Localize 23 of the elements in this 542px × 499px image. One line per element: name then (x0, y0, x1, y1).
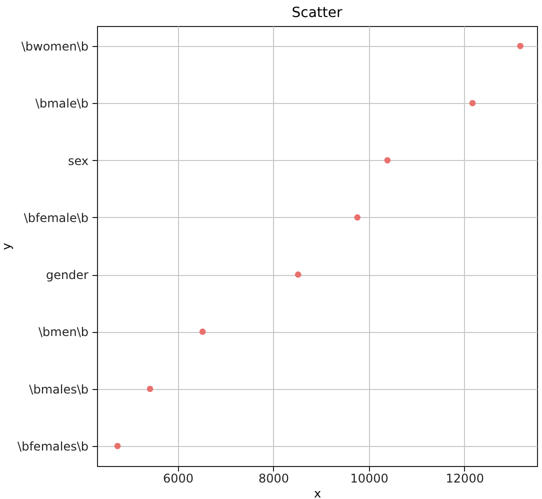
x-tick-label: 10000 (350, 472, 388, 486)
y-tick-label: \bmen\b (38, 325, 88, 340)
point (354, 214, 361, 221)
y-axis-title: y (0, 242, 14, 250)
x-tick-label: 6000 (162, 472, 194, 486)
x-tick-label: 8000 (258, 472, 290, 486)
point (469, 100, 476, 106)
y-tick-label: gender (46, 268, 89, 282)
y-tick-label: \bfemales\b (18, 440, 88, 454)
point (114, 442, 121, 450)
point (199, 328, 206, 335)
x-axis-title: x (314, 486, 322, 499)
point (294, 271, 302, 278)
y-tick-label: sex (68, 154, 88, 168)
y-tick-label: \bwomen\b (21, 40, 88, 54)
y-tick-label: \bmales\b (29, 382, 88, 396)
point (146, 386, 154, 392)
x-tick-label: 12000 (446, 472, 484, 486)
y-tick-label: \bfemale\b (24, 210, 88, 225)
point (384, 157, 391, 164)
point (517, 42, 524, 50)
chart-title: Scatter (292, 5, 342, 21)
y-tick-label: \bmale\b (35, 96, 88, 111)
